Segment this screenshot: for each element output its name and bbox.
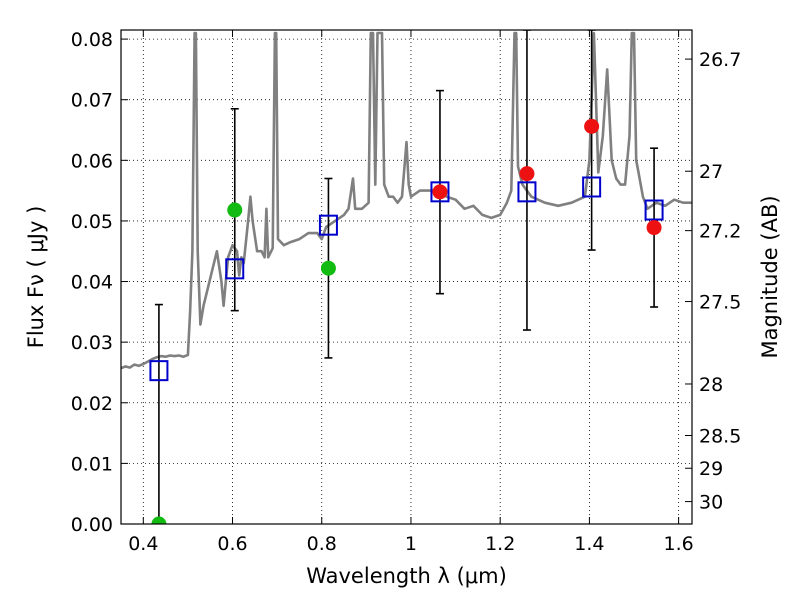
grid-lines: [121, 30, 692, 525]
right-tick-label: 26.7: [699, 49, 741, 71]
right-tick-label: 29: [699, 458, 723, 480]
red-data-point: [646, 220, 662, 236]
x-tick-label: 0.4: [128, 533, 158, 555]
plot-frame: [120, 29, 693, 525]
green-data-point: [227, 202, 243, 218]
y-tick-label: 0.01: [71, 453, 113, 475]
spectrum-series: [121, 31, 692, 370]
y-tick-label: 0.08: [71, 29, 113, 51]
x-tick-label: 1.2: [485, 533, 515, 555]
right-axis-label: Magnitude (AB): [758, 195, 782, 358]
y-tick-label: 0.05: [71, 211, 113, 233]
right-tick-label: 27: [699, 161, 723, 183]
model-square-marker: [318, 214, 338, 236]
right-tick-label: 28: [699, 374, 723, 396]
y-axis-label: Flux Fν ( μJy ): [24, 206, 48, 349]
red-data-point: [584, 118, 600, 134]
x-tick-label: 1: [405, 533, 417, 555]
data-markers: [149, 118, 664, 524]
right-tick-label: 27.5: [699, 292, 741, 314]
model-square-marker: [225, 258, 245, 280]
x-tick-label: 1.6: [664, 533, 694, 555]
red-data-point: [432, 184, 448, 200]
error-bars: [154, 30, 659, 524]
model-square-marker: [430, 181, 450, 203]
right-tick-label: 30: [699, 492, 723, 514]
y-tick-label: 0.04: [71, 272, 113, 294]
axis-ticks: 0.4 0.6 0.8 1 1.2 1.4 1.6 0.00 0.01 0.02 0.03 0.04 0…: [71, 29, 742, 555]
model-square-marker: [517, 181, 537, 203]
y-tick-label: 0.07: [71, 90, 113, 112]
y-tick-label: 0.06: [71, 150, 113, 172]
model-square-marker: [149, 360, 169, 382]
model-square-marker: [582, 176, 602, 198]
spectrum-line: [121, 31, 692, 370]
y-tick-label: 0.03: [71, 332, 113, 354]
y-tick-label: 0.02: [71, 393, 113, 415]
x-axis-label: Wavelength λ (μm): [306, 564, 507, 588]
red-data-point: [519, 166, 535, 182]
model-square-marker: [644, 199, 664, 221]
green-data-point: [320, 260, 336, 276]
y-tick-label: 0.00: [71, 514, 113, 536]
x-tick-label: 1.4: [574, 533, 604, 555]
right-tick-label: 27.2: [699, 221, 741, 243]
x-tick-label: 0.8: [307, 533, 337, 555]
x-tick-label: 0.6: [217, 533, 247, 555]
right-tick-label: 28.5: [699, 426, 741, 448]
green-data-point: [151, 516, 167, 524]
